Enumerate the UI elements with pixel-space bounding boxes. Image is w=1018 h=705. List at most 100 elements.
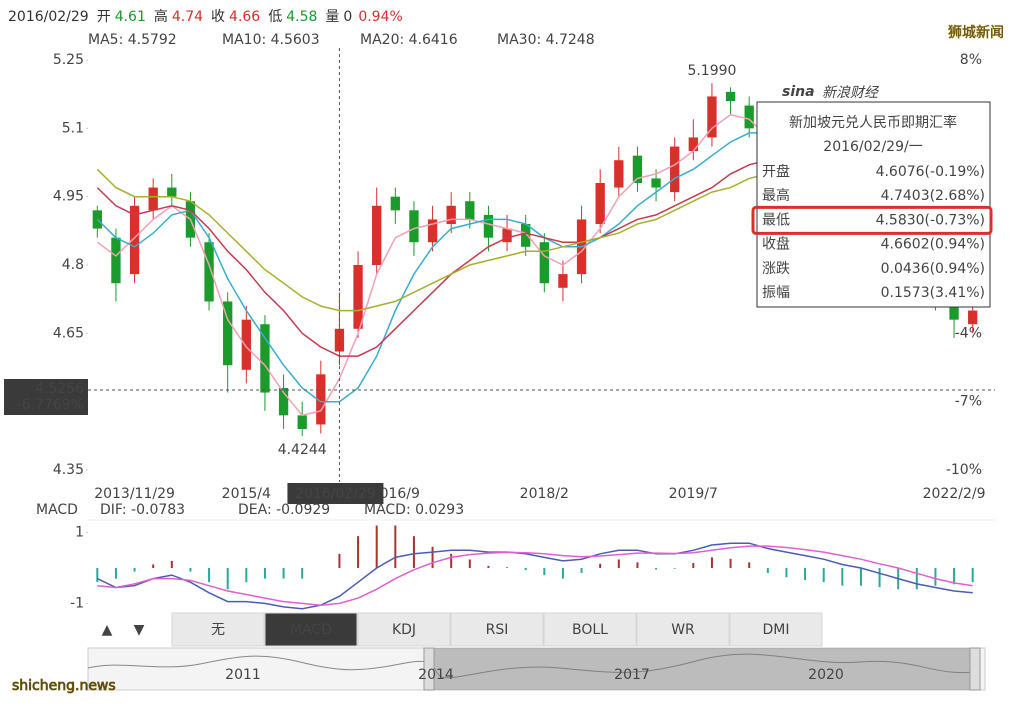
candle-body xyxy=(446,205,456,224)
header-label: 高 xyxy=(154,8,168,25)
y-tick-label: 4.65 xyxy=(53,325,84,341)
crosshair-value: 4.5256 xyxy=(35,381,84,397)
candle-body xyxy=(111,237,121,284)
candle-body xyxy=(204,242,214,302)
legend-entry: MA5: 4.5792 xyxy=(88,32,177,48)
y-tick-label: -1 xyxy=(70,595,84,611)
tab-label: 无 xyxy=(211,622,225,638)
tab-button-label: ▼ xyxy=(134,622,145,638)
header: 2016/02/29 开 4.61 高 4.74 收 4.66 低 4.58 量 0 0.94% xyxy=(8,8,403,25)
y-tick-label: 4.8 xyxy=(62,257,84,273)
candle-body xyxy=(968,310,978,325)
candle-body xyxy=(595,183,605,224)
y-tick-label: 4.35 xyxy=(53,462,84,478)
candle-body xyxy=(539,242,549,284)
annotation: 5.1990 xyxy=(687,63,736,79)
candle-body xyxy=(372,205,382,265)
tab-button[interactable] xyxy=(124,614,154,646)
candle-body xyxy=(409,210,419,243)
tooltip-label: 振幅 xyxy=(762,285,790,301)
candle-body xyxy=(670,146,680,193)
navigator-label: 2014 xyxy=(418,667,454,683)
header-change: 0.94% xyxy=(358,9,402,25)
candle-body xyxy=(651,178,661,188)
tab[interactable] xyxy=(543,612,637,647)
crosshair-x-box xyxy=(287,483,384,504)
y2-tick-label: -10% xyxy=(946,462,982,478)
tooltip-date: 2016/02/29/一 xyxy=(823,139,922,155)
tab-button[interactable] xyxy=(92,614,122,646)
crosshair-percent: -6.7769% xyxy=(17,397,84,413)
tooltip-label: 最高 xyxy=(762,187,790,204)
tab[interactable] xyxy=(264,612,358,647)
tab[interactable] xyxy=(357,612,451,647)
legend-entry: DIF: -0.0783 xyxy=(100,502,185,518)
legend-entry: MA10: 4.5603 xyxy=(222,32,320,48)
header-value: 4.61 xyxy=(115,9,146,25)
y2-tick-label: 8% xyxy=(960,52,982,68)
tab-label: DMI xyxy=(763,622,790,638)
tooltip-value: 4.6602(0.94%) xyxy=(881,237,985,253)
header-value: 0 xyxy=(343,9,352,25)
tooltip-value: 0.1573(3.41%) xyxy=(881,285,985,301)
navigator-label: 2017 xyxy=(614,667,650,683)
candle-body xyxy=(390,196,400,211)
navigator-label: 2011 xyxy=(225,667,261,683)
watermark: 狮城新闻 xyxy=(948,25,1004,41)
tooltip-title: 新加坡元兑人民币即期汇率 xyxy=(789,114,957,131)
tab[interactable] xyxy=(729,612,823,647)
annotation: 4.4244 xyxy=(278,442,327,458)
navigator-handle[interactable] xyxy=(969,647,981,691)
tab-label: WR xyxy=(671,622,695,638)
tooltip-value: 4.6076(-0.19%) xyxy=(876,164,985,180)
tab-label: KDJ xyxy=(392,622,416,638)
legend-entry: MACD: 0.0293 xyxy=(364,502,464,518)
tab[interactable] xyxy=(636,612,730,647)
candle-body xyxy=(260,324,270,393)
candle-body xyxy=(241,319,251,370)
candle-body xyxy=(465,201,475,220)
tab-label: RSI xyxy=(486,622,509,638)
y-tick-label: 1 xyxy=(75,525,84,541)
x-tick-label: 2022/2/9 xyxy=(923,486,986,502)
x-tick-label: 2015/4 xyxy=(222,486,271,502)
legend-entry: MA20: 4.6416 xyxy=(360,32,458,48)
watermark: shicheng.news xyxy=(12,678,116,694)
logo: sina xyxy=(782,84,815,100)
macd-title: MACD xyxy=(36,502,78,518)
candle-body xyxy=(502,228,512,243)
x-tick-label: 2018/2 xyxy=(520,486,569,502)
tooltip-label: 最低 xyxy=(762,212,790,228)
tooltip-box xyxy=(756,101,991,308)
navigator[interactable] xyxy=(87,647,986,691)
candle-body xyxy=(632,155,643,183)
tab[interactable] xyxy=(171,612,265,647)
tooltip-value: 4.5830(-0.73%) xyxy=(876,212,985,228)
y2-tick-label: -4% xyxy=(955,325,982,341)
candle-body xyxy=(129,205,140,275)
candle-body xyxy=(353,265,363,329)
legend-entry: MA30: 4.7248 xyxy=(497,32,595,48)
crosshair-y-box xyxy=(4,379,88,416)
candle-body xyxy=(316,374,326,425)
x-tick-label: 2013/11/29 xyxy=(94,486,175,502)
header-label: 收 xyxy=(211,9,225,25)
navigator-window[interactable] xyxy=(430,648,975,690)
candle-body xyxy=(744,105,754,129)
tab[interactable] xyxy=(450,612,544,647)
navigator-label: 2020 xyxy=(808,667,844,683)
y-tick-label: 4.95 xyxy=(53,189,84,205)
header-date: 2016/02/29 xyxy=(8,9,89,25)
candle-body xyxy=(297,415,307,429)
header-value: 4.74 xyxy=(172,9,203,25)
tooltip-value: 0.0436(0.94%) xyxy=(881,261,985,277)
line xyxy=(96,542,973,610)
candle-body xyxy=(725,91,736,101)
candle-body xyxy=(521,224,531,247)
tooltip-label: 涨跌 xyxy=(762,261,790,277)
candle-body xyxy=(223,301,233,366)
navigator-handle[interactable] xyxy=(423,647,435,691)
y-tick-label: 5.25 xyxy=(53,52,84,68)
navigator-line xyxy=(87,653,976,679)
logo-text: 新浪财经 xyxy=(822,85,880,101)
